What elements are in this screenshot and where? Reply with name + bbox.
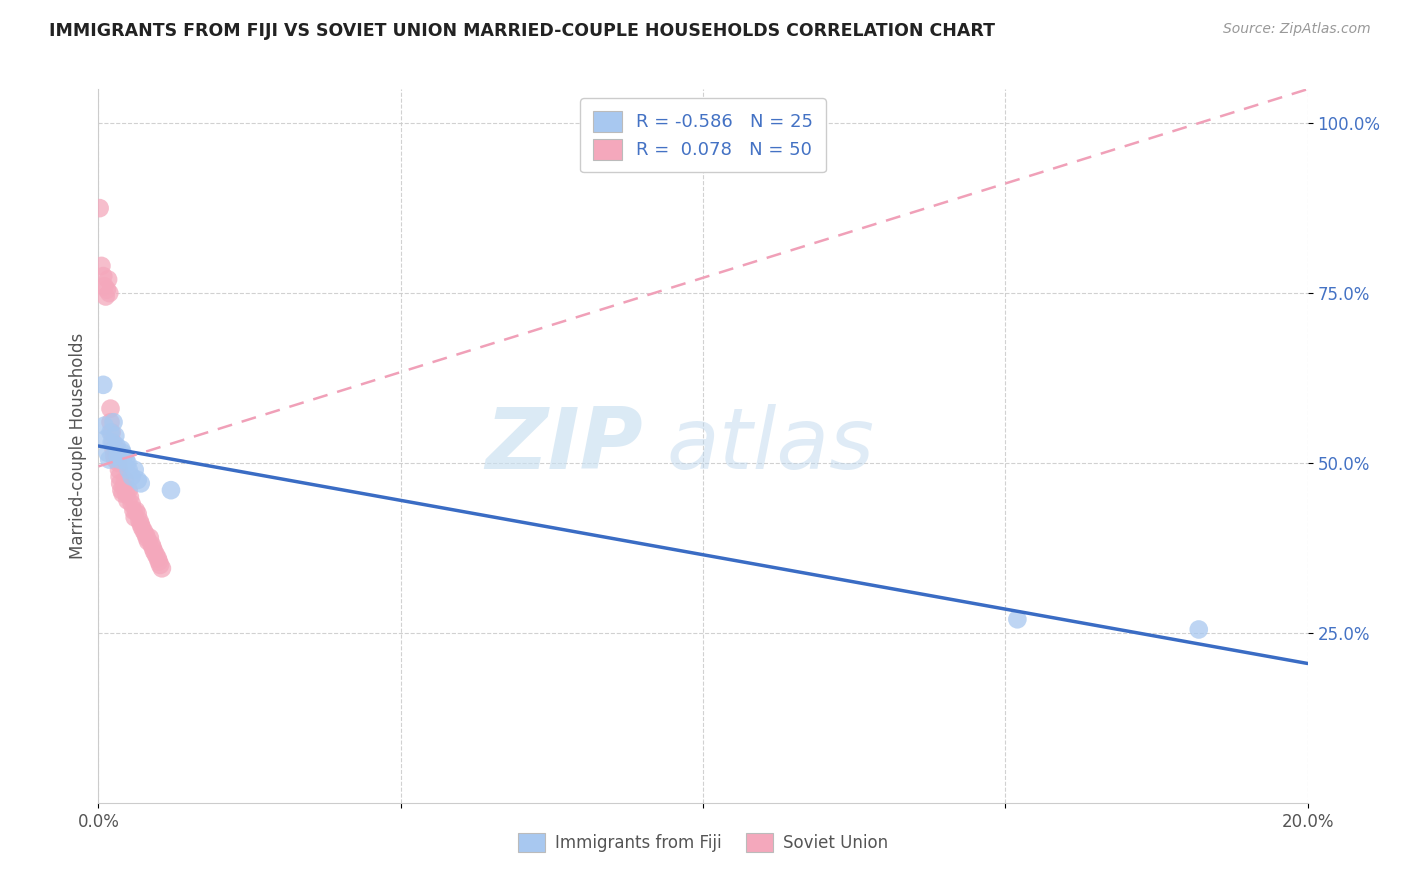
Y-axis label: Married-couple Households: Married-couple Households: [69, 333, 87, 559]
Point: [139, 531, 162, 545]
Point: [112, 449, 135, 463]
Point: [148, 555, 170, 569]
Point: [90, 259, 112, 273]
Point: [93, 279, 115, 293]
Point: [91, 269, 114, 284]
Point: [124, 510, 146, 524]
Text: Source: ZipAtlas.com: Source: ZipAtlas.com: [1223, 22, 1371, 37]
Point: [131, 520, 153, 534]
Point: [118, 490, 141, 504]
Point: [145, 548, 167, 562]
Point: [108, 452, 131, 467]
Point: [143, 544, 166, 558]
Point: [150, 561, 173, 575]
Point: [129, 476, 152, 491]
Text: atlas: atlas: [666, 404, 875, 488]
Point: [136, 534, 159, 549]
Text: IMMIGRANTS FROM FIJI VS SOVIET UNION MARRIED-COUPLE HOUSEHOLDS CORRELATION CHART: IMMIGRANTS FROM FIJI VS SOVIET UNION MAR…: [49, 22, 995, 40]
Point: [115, 486, 138, 500]
Point: [117, 456, 139, 470]
Point: [103, 449, 125, 463]
Point: [117, 493, 139, 508]
Point: [96, 446, 118, 460]
Point: [118, 483, 141, 498]
Point: [160, 483, 183, 498]
Point: [122, 503, 145, 517]
Point: [101, 435, 124, 450]
Point: [1007, 612, 1029, 626]
Point: [141, 537, 163, 551]
Point: [94, 432, 117, 446]
Point: [135, 531, 157, 545]
Point: [1188, 623, 1211, 637]
Point: [112, 480, 135, 494]
Point: [100, 401, 122, 416]
Text: ZIP: ZIP: [485, 404, 643, 488]
Point: [127, 473, 149, 487]
Point: [129, 517, 152, 532]
Point: [132, 524, 155, 538]
Point: [100, 425, 122, 440]
Point: [98, 452, 121, 467]
Point: [110, 442, 132, 457]
Point: [127, 507, 149, 521]
Point: [110, 483, 132, 498]
Point: [100, 425, 122, 440]
Point: [100, 415, 122, 429]
Point: [96, 283, 118, 297]
Point: [118, 463, 141, 477]
Point: [103, 415, 125, 429]
Point: [104, 429, 127, 443]
Point: [121, 469, 143, 483]
Point: [146, 551, 169, 566]
Point: [149, 558, 172, 572]
Point: [125, 503, 148, 517]
Point: [111, 446, 134, 460]
Point: [108, 476, 131, 491]
Point: [114, 473, 136, 487]
Point: [121, 497, 143, 511]
Point: [124, 463, 146, 477]
Point: [98, 286, 121, 301]
Point: [142, 541, 165, 555]
Point: [91, 377, 114, 392]
Point: [89, 201, 111, 215]
Point: [105, 442, 128, 457]
Legend: Immigrants from Fiji, Soviet Union: Immigrants from Fiji, Soviet Union: [512, 826, 894, 859]
Point: [107, 456, 129, 470]
Point: [105, 439, 128, 453]
Point: [93, 418, 115, 433]
Point: [128, 514, 150, 528]
Point: [104, 452, 127, 467]
Point: [94, 289, 117, 303]
Point: [135, 527, 157, 541]
Point: [108, 463, 131, 477]
Point: [100, 435, 122, 450]
Point: [103, 442, 125, 457]
Point: [107, 449, 129, 463]
Point: [107, 449, 129, 463]
Point: [111, 486, 134, 500]
Point: [97, 272, 120, 286]
Point: [114, 452, 136, 467]
Point: [108, 469, 131, 483]
